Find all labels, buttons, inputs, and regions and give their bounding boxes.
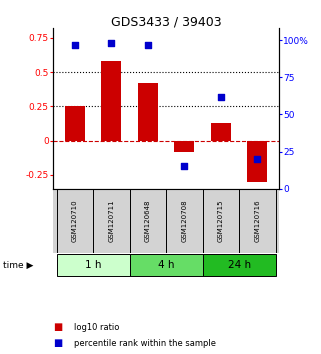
Bar [203, 253, 276, 276]
Bar [211, 123, 231, 141]
Text: log10 ratio: log10 ratio [74, 323, 119, 332]
Bar [130, 189, 166, 253]
Text: GSM120710: GSM120710 [72, 199, 78, 242]
Bar [166, 189, 203, 253]
Text: ■: ■ [53, 322, 62, 332]
Bar [93, 189, 130, 253]
Bar [56, 253, 130, 276]
Point [109, 40, 114, 46]
Bar [65, 107, 85, 141]
Bar [56, 189, 93, 253]
Bar [101, 61, 121, 141]
Text: time ▶: time ▶ [3, 261, 34, 270]
Point [218, 94, 223, 99]
Text: GSM120708: GSM120708 [181, 199, 187, 242]
Bar [174, 141, 195, 152]
Text: ■: ■ [53, 338, 62, 348]
Text: GSM120648: GSM120648 [145, 199, 151, 242]
Bar [239, 189, 276, 253]
Text: 4 h: 4 h [158, 260, 174, 270]
Point [255, 156, 260, 162]
Point [182, 164, 187, 169]
Text: 24 h: 24 h [228, 260, 251, 270]
Text: GSM120715: GSM120715 [218, 199, 224, 242]
Bar [203, 189, 239, 253]
Bar [130, 253, 203, 276]
Point [145, 42, 151, 47]
Bar [247, 141, 267, 182]
Text: 1 h: 1 h [85, 260, 101, 270]
Title: GDS3433 / 39403: GDS3433 / 39403 [111, 15, 221, 28]
Bar [138, 83, 158, 141]
Text: GSM120711: GSM120711 [108, 199, 114, 242]
Text: percentile rank within the sample: percentile rank within the sample [74, 339, 216, 348]
Point [72, 42, 77, 47]
Text: GSM120716: GSM120716 [254, 199, 260, 242]
